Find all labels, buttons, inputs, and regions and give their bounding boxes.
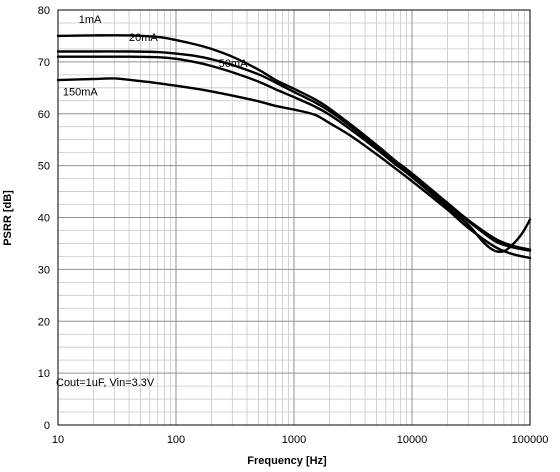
series-line-150ma	[56, 77, 532, 260]
x-tick-label: 100000	[512, 434, 549, 446]
y-tick-label: 40	[38, 213, 50, 225]
series-line-20ma	[56, 50, 532, 252]
y-tick-label: 70	[38, 57, 50, 69]
y-tick-label: 50	[38, 161, 50, 173]
x-tick-label: 100	[167, 434, 185, 446]
y-tick-labels: 0 10 20 30 40 50 60 70 80	[38, 5, 50, 432]
y-tick-label: 0	[44, 420, 50, 432]
y-tick-label: 60	[38, 109, 50, 121]
y-tick-label: 10	[38, 368, 50, 380]
y-tick-label: 80	[38, 5, 50, 17]
x-axis-title: Frequency [Hz]	[247, 455, 327, 467]
series-label-20ma: 20mA	[129, 32, 158, 44]
x-tick-label: 10000	[397, 434, 428, 446]
plot-frame	[57, 9, 531, 426]
x-tick-labels: 10 100 1000 10000 100000	[52, 434, 548, 446]
series-label-50ma: 50mA	[219, 58, 248, 70]
x-tick-label: 1000	[282, 434, 306, 446]
series-lines	[56, 34, 532, 260]
x-tick-label: 10	[52, 434, 64, 446]
series-label-1ma: 1mA	[79, 14, 102, 26]
series-label-150ma: 150mA	[63, 87, 99, 99]
y-tick-label: 30	[38, 264, 50, 276]
annotation-text: Cout=1uF, Vin=3.3V	[56, 377, 155, 389]
y-tick-label: 20	[38, 316, 50, 328]
y-axis-title: PSRR [dB]	[2, 190, 14, 246]
series-line-50ma	[56, 55, 532, 254]
series-labels: 1mA 20mA 50mA 150mA	[63, 14, 248, 99]
